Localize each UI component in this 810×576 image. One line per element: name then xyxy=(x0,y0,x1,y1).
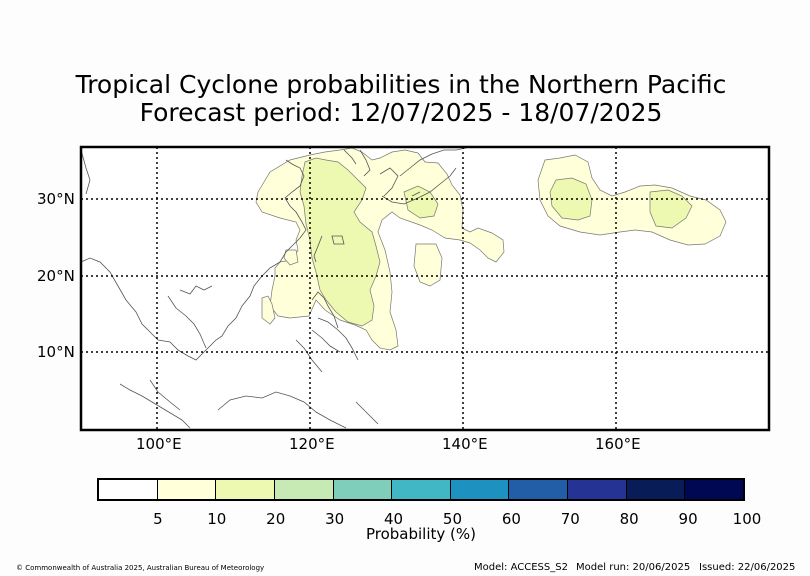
model-name: Model: ACCESS_S2 xyxy=(474,562,568,573)
colorbar-segment xyxy=(216,480,275,499)
lon-label-160e: 160°E xyxy=(595,435,641,453)
map-title: Tropical Cyclone probabilities in the No… xyxy=(75,70,727,99)
colorbar-label: Probability (%) xyxy=(365,525,477,543)
colorbar-tick-label: 30 xyxy=(325,510,345,528)
colorbar-segment xyxy=(333,480,393,499)
colorbar-segment xyxy=(450,480,510,499)
gridlines xyxy=(81,147,769,430)
probability-area-10pct-mid xyxy=(403,185,439,219)
colorbar-tick-label: 5 xyxy=(153,510,163,528)
colorbar-tick-label: 20 xyxy=(266,510,286,528)
colorbar-tick-label: 70 xyxy=(560,510,580,528)
colorbar-segment xyxy=(626,480,686,499)
colorbar-segment xyxy=(157,480,217,499)
copyright-notice: © Commonwealth of Australia 2025, Austra… xyxy=(16,564,265,572)
colorbar-tick-label: 60 xyxy=(501,510,521,528)
probability-colorbar xyxy=(97,478,745,501)
colorbar-segment xyxy=(509,480,569,499)
model-run-date: Model run: 20/06/2025 xyxy=(576,562,691,573)
map-frame xyxy=(79,145,771,432)
lon-label-100e: 100°E xyxy=(136,435,182,453)
probability-area-5pct-island-2 xyxy=(283,249,299,266)
colorbar-segment xyxy=(685,480,744,499)
coastlines xyxy=(81,147,467,429)
colorbar-tick-label: 90 xyxy=(678,510,698,528)
colorbar-segment xyxy=(568,480,627,499)
forecast-period-subtitle: Forecast period: 12/07/2025 - 18/07/2025 xyxy=(139,98,663,127)
lon-label-120e: 120°E xyxy=(289,435,335,453)
colorbar-tick-label: 10 xyxy=(207,510,227,528)
colorbar-tick-label: 40 xyxy=(383,510,404,528)
colorbar-segment xyxy=(392,480,451,499)
colorbar-segment xyxy=(274,480,334,499)
colorbar-tick-label: 50 xyxy=(442,510,462,528)
probability-area-5pct-island-1 xyxy=(261,295,276,325)
colorbar-tick-label: 100 xyxy=(732,510,762,528)
issued-date: Issued: 22/06/2025 xyxy=(699,562,796,573)
lat-label-30n: 30°N xyxy=(37,190,75,208)
lon-label-140e: 140°E xyxy=(442,435,488,453)
lat-label-10n: 10°N xyxy=(37,343,75,361)
lat-label-20n: 20°N xyxy=(37,267,75,285)
colorbar-tick-label: 80 xyxy=(619,510,639,528)
colorbar-segment xyxy=(99,480,158,499)
